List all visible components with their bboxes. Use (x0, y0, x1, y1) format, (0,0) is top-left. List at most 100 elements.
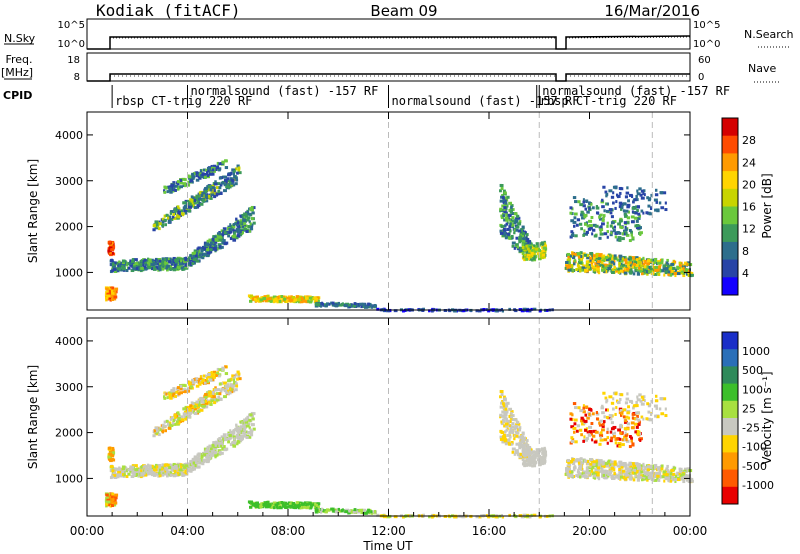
velocity-cell (239, 434, 244, 438)
power-cell (506, 227, 510, 231)
velocity-cell (163, 424, 167, 428)
velocity-cell (150, 473, 155, 477)
power-cell (590, 261, 594, 265)
power-cell (525, 249, 529, 253)
velocity-cell (503, 416, 507, 420)
velocity-cell (164, 429, 167, 433)
velocity-cell (589, 462, 593, 466)
power-cell (638, 264, 642, 268)
power-cell (683, 261, 688, 265)
velocity-cell (598, 423, 603, 427)
power-cell (255, 296, 258, 300)
power-cell (685, 269, 688, 273)
velocity-cell (208, 456, 212, 460)
colorbar-swatch (722, 118, 738, 137)
power-cell (626, 203, 631, 207)
power-cell (154, 220, 159, 224)
velocity-cell (596, 473, 600, 477)
power-cell (154, 225, 158, 229)
power-cell (542, 255, 546, 259)
power-cell (611, 268, 615, 272)
power-cell (113, 295, 118, 299)
velocity-cell (571, 438, 575, 442)
velocity-cell (246, 415, 250, 419)
velocity-cell (315, 503, 318, 507)
velocity-cell (176, 386, 180, 390)
power-cell (642, 262, 646, 266)
velocity-cell (626, 469, 630, 473)
velocity-cell (181, 383, 186, 387)
velocity-cell (254, 503, 257, 507)
velocity-cell (119, 467, 124, 471)
power-cell (206, 166, 211, 170)
power-cell (376, 307, 380, 311)
power-cell (217, 168, 221, 172)
velocity-cell (590, 469, 594, 473)
power-cell (297, 298, 301, 302)
velocity-cell (113, 501, 118, 505)
power-cell (272, 300, 276, 304)
power-cell (682, 266, 685, 270)
power-cell (616, 195, 620, 199)
power-cell (602, 185, 606, 189)
velocity-cell (107, 455, 110, 459)
velocity-cell (239, 425, 243, 429)
power-cell (108, 250, 112, 254)
velocity-cell (213, 450, 218, 454)
power-cell (143, 258, 147, 262)
velocity-cell (215, 398, 220, 402)
power-cell (583, 229, 586, 233)
power-cell (236, 171, 239, 175)
velocity-cell (532, 456, 536, 460)
power-cell (534, 247, 539, 251)
velocity-cell (184, 415, 188, 419)
power-cell (578, 253, 582, 257)
power-cell (625, 232, 628, 236)
power-cell (639, 258, 643, 262)
power-cell (536, 252, 541, 256)
velocity-cell (530, 455, 534, 459)
velocity-cell (505, 404, 509, 408)
velocity-cell (508, 431, 512, 435)
velocity-cell (568, 469, 571, 473)
power-cell (614, 206, 617, 210)
power-cell (235, 227, 240, 231)
power-cell (324, 304, 328, 308)
power-cell (502, 229, 507, 233)
velocity-cell (586, 471, 591, 475)
power-cell (511, 241, 516, 245)
power-cell (644, 261, 647, 265)
velocity-cell (272, 501, 277, 505)
velocity-cell (284, 501, 288, 505)
power-cell (532, 250, 536, 254)
velocity-cell (648, 464, 653, 468)
velocity-cell (282, 503, 287, 507)
power-cell (175, 260, 179, 264)
power-cell (109, 240, 112, 244)
velocity-cell (678, 469, 682, 473)
velocity-cell (636, 478, 641, 482)
power-cell (540, 252, 543, 256)
velocity-cell (628, 476, 633, 480)
velocity-cell (270, 502, 274, 506)
power-cell (639, 231, 643, 235)
power-cell (662, 264, 667, 268)
velocity-cell (637, 476, 640, 480)
power-cell (126, 262, 130, 266)
velocity-cell (144, 466, 148, 470)
power-cell (214, 237, 217, 241)
velocity-cell (213, 388, 218, 392)
velocity-cell (211, 372, 215, 376)
power-cell (242, 218, 246, 222)
velocity-cell (236, 370, 240, 374)
velocity-cell (506, 433, 510, 437)
velocity-cell (680, 477, 684, 481)
power-cell (225, 241, 229, 245)
velocity-cell (137, 474, 140, 478)
velocity-cell (229, 387, 232, 391)
power-cell (110, 269, 114, 273)
power-cell (208, 170, 213, 174)
power-cell (176, 180, 180, 184)
velocity-cell (586, 469, 591, 473)
velocity-cell (186, 389, 191, 393)
